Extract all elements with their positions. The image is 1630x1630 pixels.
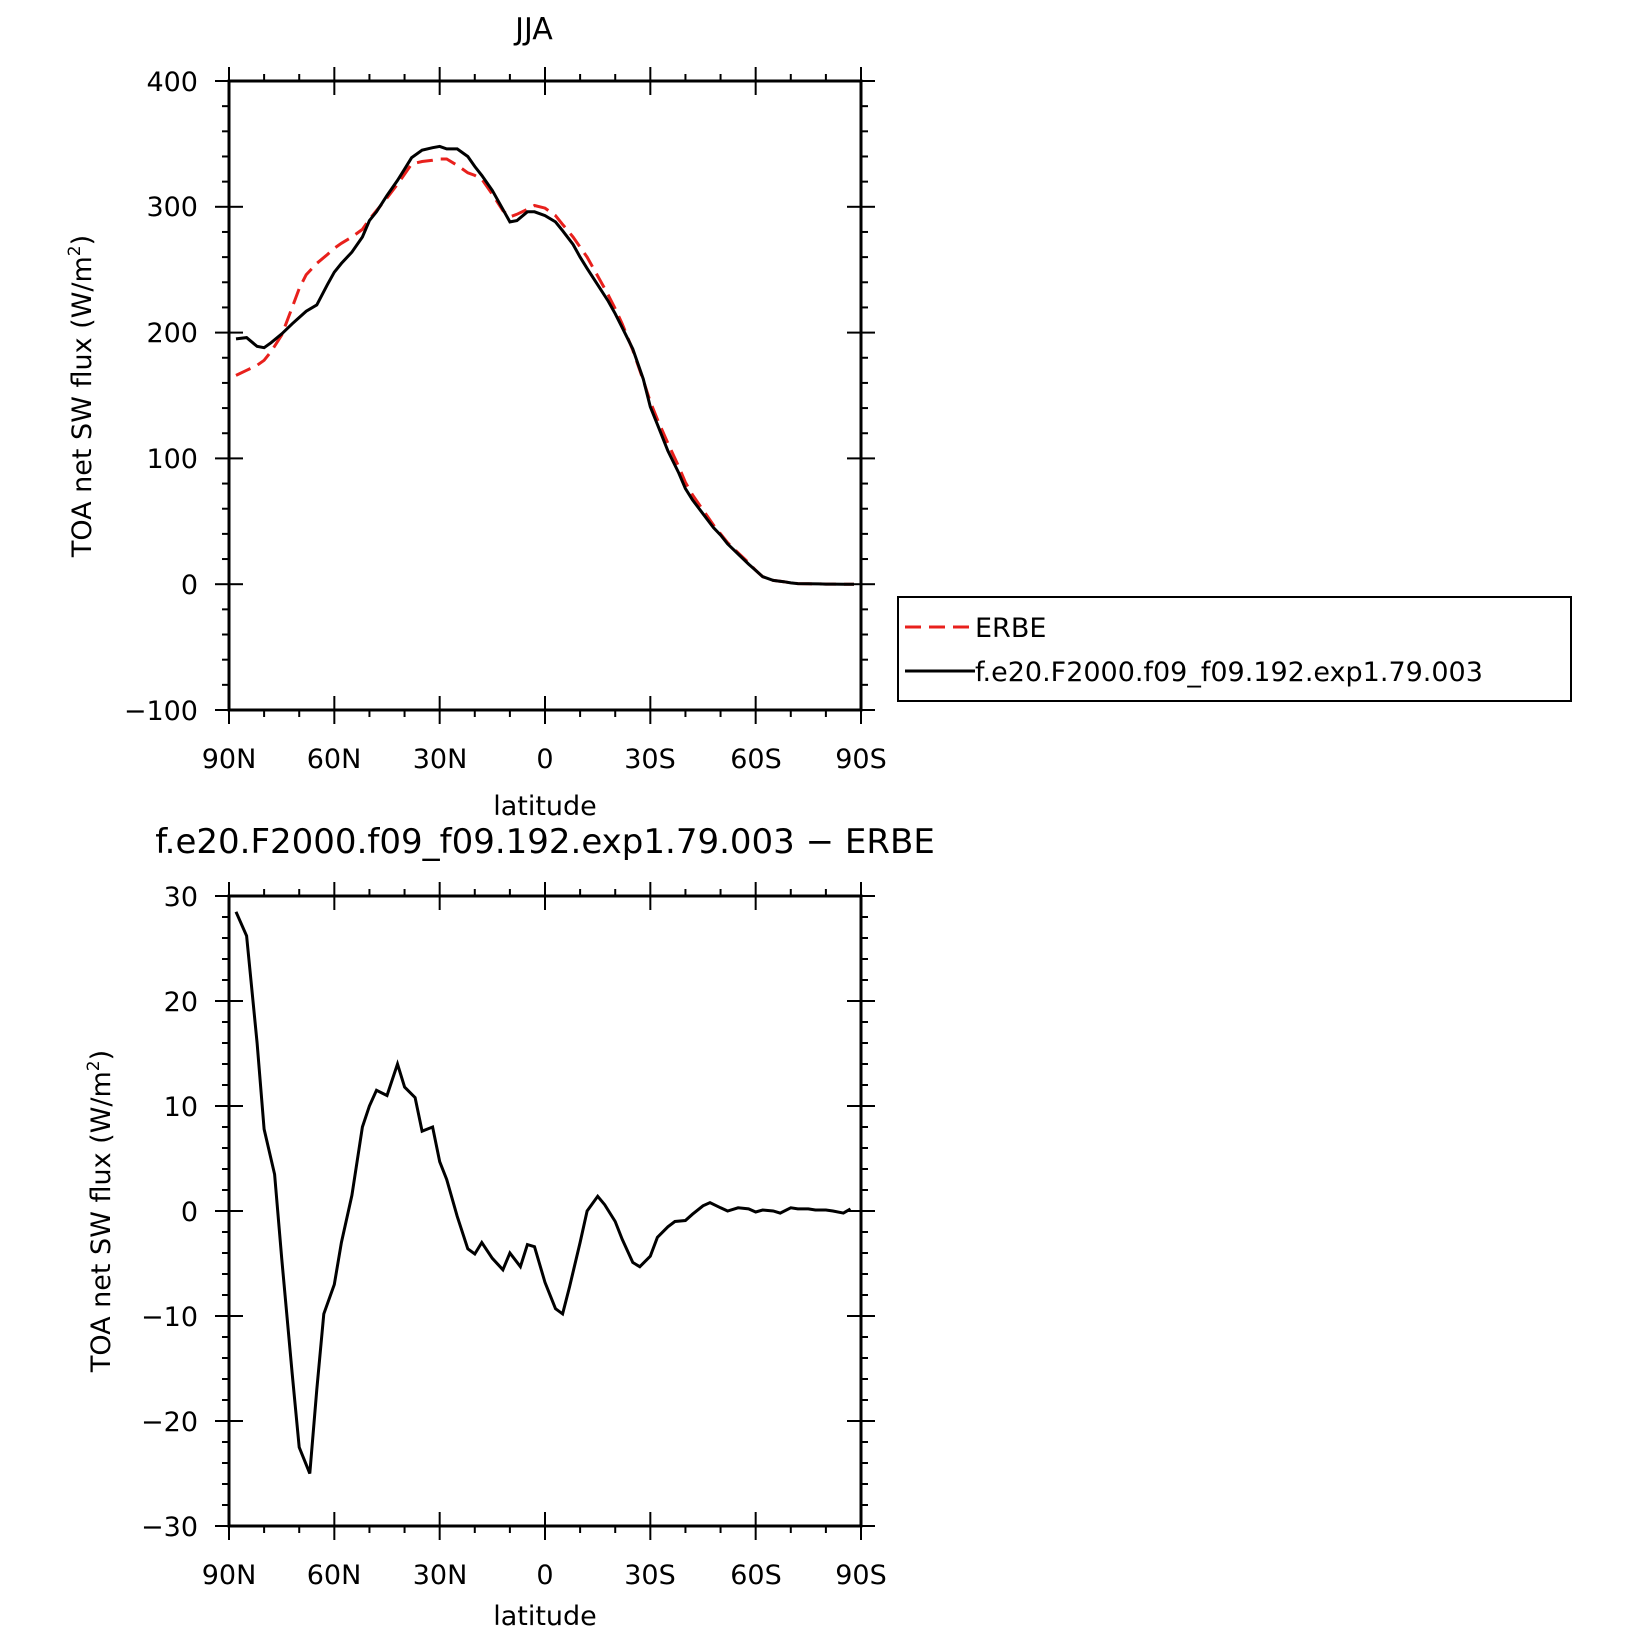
- top-x-axis-label: latitude: [493, 791, 597, 822]
- bottom-ytick-label-6: 30: [164, 882, 198, 913]
- bottom-xtick-label-1: 60N: [307, 1560, 362, 1591]
- top-ytick-label-4: 300: [146, 192, 198, 223]
- bottom-panel: f.e20.F2000.f09_f09.192.exp1.79.003 − ER…: [84, 822, 935, 1630]
- bottom-xtick-label-2: 30N: [413, 1560, 468, 1591]
- bottom-xtick-label-3: 0: [536, 1560, 553, 1591]
- legend-model-label: f.e20.F2000.f09_f09.192.exp1.79.003: [975, 657, 1483, 688]
- bottom-ytick-label-1: −20: [141, 1407, 198, 1438]
- bottom-ytick-label-2: −10: [141, 1302, 198, 1333]
- top-xtick-label-6: 90S: [835, 744, 887, 775]
- top-xtick-label-3: 0: [536, 744, 553, 775]
- top-panel: JJA −100 0 100 200 300 400 90N 60N 30N 0…: [65, 12, 1572, 822]
- bottom-xtick-label-5: 60S: [730, 1560, 782, 1591]
- bottom-y-axis-label-sup: 2: [84, 1060, 104, 1071]
- top-series-model-line: [235, 144, 854, 586]
- top-y-axis-label-main: TOA net SW flux (W/m: [67, 256, 98, 558]
- top-plot-frame: [227, 79, 863, 712]
- bottom-xtick-label-6: 90S: [835, 1560, 887, 1591]
- top-ytick-label-0: −100: [124, 696, 198, 727]
- legend: ERBE f.e20.F2000.f09_f09.192.exp1.79.003: [897, 596, 1572, 702]
- bottom-xtick-label-4: 30S: [624, 1560, 676, 1591]
- bottom-y-axis-label-main: TOA net SW flux (W/m: [86, 1071, 117, 1373]
- bottom-xtick-label-0: 90N: [202, 1560, 257, 1591]
- top-axis-ticks: [215, 67, 875, 724]
- bottom-ytick-label-0: −30: [141, 1512, 198, 1543]
- bottom-ytick-label-3: 0: [181, 1197, 198, 1228]
- top-y-axis-label-end: ): [67, 235, 98, 246]
- top-ytick-label-3: 200: [146, 318, 198, 349]
- bottom-x-axis-label: latitude: [493, 1601, 597, 1630]
- top-panel-title: JJA: [513, 12, 553, 47]
- bottom-panel-title: f.e20.F2000.f09_f09.192.exp1.79.003 − ER…: [155, 822, 935, 862]
- legend-erbe-label: ERBE: [975, 613, 1046, 644]
- bottom-ytick-label-4: 10: [164, 1092, 198, 1123]
- top-xtick-label-0: 90N: [202, 744, 257, 775]
- top-series-erbe-line: [235, 157, 854, 586]
- bottom-y-axis-label: TOA net SW flux (W/m2): [84, 1050, 117, 1373]
- bottom-series-difference-line: [234, 911, 852, 1475]
- top-xtick-label-1: 60N: [307, 744, 362, 775]
- bottom-ytick-label-5: 20: [164, 987, 198, 1018]
- bottom-axis-ticks: [215, 882, 875, 1540]
- top-xtick-label-4: 30S: [624, 744, 676, 775]
- top-ytick-label-5: 400: [146, 67, 198, 98]
- top-ytick-label-1: 0: [181, 570, 198, 601]
- top-xtick-label-2: 30N: [413, 744, 468, 775]
- legend-box: [897, 596, 1572, 702]
- top-y-axis-label-sup: 2: [65, 245, 85, 256]
- top-xtick-label-5: 60S: [730, 744, 782, 775]
- top-y-axis-label: TOA net SW flux (W/m2): [65, 235, 98, 558]
- top-ytick-label-2: 100: [146, 444, 198, 475]
- bottom-y-axis-label-end: ): [86, 1050, 117, 1061]
